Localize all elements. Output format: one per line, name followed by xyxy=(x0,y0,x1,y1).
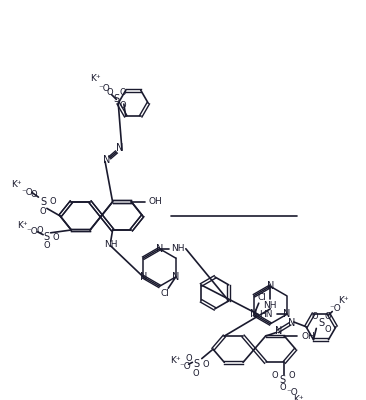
Text: O: O xyxy=(36,226,43,236)
Text: O: O xyxy=(311,312,318,321)
Text: ⁻O: ⁻O xyxy=(21,188,33,197)
Text: O: O xyxy=(30,190,37,199)
Text: OH: OH xyxy=(301,332,315,340)
Text: N: N xyxy=(275,326,283,336)
Text: O: O xyxy=(193,369,199,378)
Text: O: O xyxy=(202,360,209,369)
Text: ⁻O: ⁻O xyxy=(329,304,341,313)
Text: O: O xyxy=(107,88,113,97)
Text: K⁺: K⁺ xyxy=(12,180,22,190)
Text: N: N xyxy=(283,310,290,320)
Text: K⁺: K⁺ xyxy=(17,221,28,230)
Text: K⁺: K⁺ xyxy=(293,395,304,400)
Text: O: O xyxy=(40,207,46,216)
Text: N: N xyxy=(139,272,147,282)
Text: HN: HN xyxy=(259,310,273,319)
Text: K⁺: K⁺ xyxy=(90,74,101,83)
Text: NH: NH xyxy=(264,300,277,310)
Text: O: O xyxy=(324,325,331,334)
Text: ⁻O: ⁻O xyxy=(286,388,298,397)
Text: N: N xyxy=(103,154,111,164)
Text: N: N xyxy=(266,281,274,291)
Text: NH: NH xyxy=(172,244,185,253)
Text: N: N xyxy=(288,318,296,328)
Text: O: O xyxy=(324,312,331,321)
Text: N: N xyxy=(172,272,179,282)
Text: O: O xyxy=(185,354,192,363)
Text: Cl: Cl xyxy=(257,293,266,302)
Text: Cl: Cl xyxy=(160,289,169,298)
Text: O: O xyxy=(120,102,126,110)
Text: S: S xyxy=(113,94,119,104)
Text: N: N xyxy=(156,244,163,254)
Text: K⁺: K⁺ xyxy=(338,296,349,305)
Text: S: S xyxy=(44,232,50,242)
Text: S: S xyxy=(40,197,46,207)
Text: N: N xyxy=(250,310,258,320)
Text: O: O xyxy=(49,197,56,206)
Text: ⁻O: ⁻O xyxy=(26,227,38,236)
Text: O: O xyxy=(288,371,295,380)
Text: O: O xyxy=(44,242,50,250)
Text: S: S xyxy=(279,375,285,385)
Text: O: O xyxy=(120,88,126,97)
Text: N: N xyxy=(116,143,124,153)
Text: K⁺: K⁺ xyxy=(170,356,181,365)
Text: ⁻O: ⁻O xyxy=(98,84,110,93)
Text: S: S xyxy=(193,359,199,369)
Text: O: O xyxy=(52,233,59,242)
Text: O: O xyxy=(279,383,286,392)
Text: NH: NH xyxy=(104,240,117,248)
Text: ⁻O: ⁻O xyxy=(179,362,191,370)
Text: S: S xyxy=(318,318,324,328)
Text: O: O xyxy=(272,371,278,380)
Text: OH: OH xyxy=(148,197,162,206)
